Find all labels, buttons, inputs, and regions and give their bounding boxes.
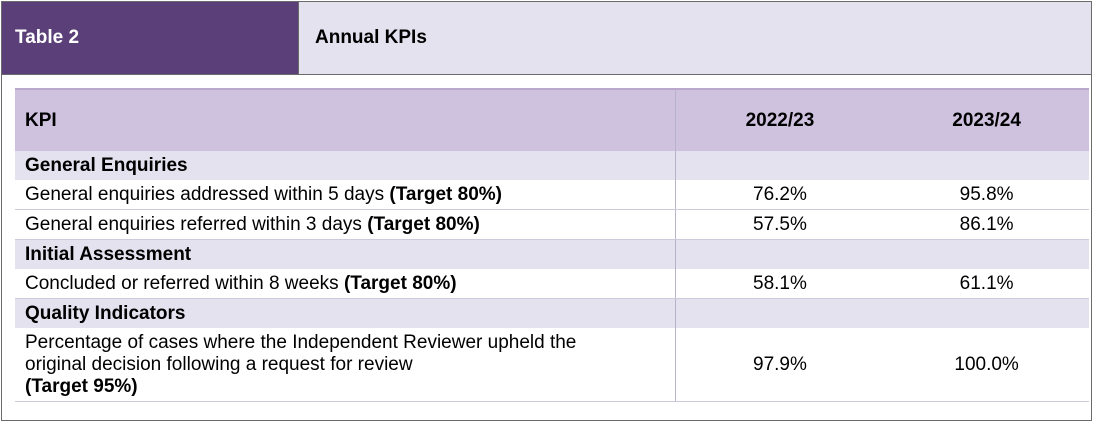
kpi-cell: General enquiries referred within 3 days… xyxy=(15,209,676,240)
value-2022-23: 58.1% xyxy=(674,269,885,299)
table-header-bar: Table 2 Annual KPIs xyxy=(2,2,1091,75)
value-2022-23: 97.9% xyxy=(674,328,885,402)
table-row: General enquiries referred within 3 days… xyxy=(15,209,1089,240)
kpi-table-header-row: KPI 2022/23 2023/24 xyxy=(15,88,1089,151)
section-cell-empty xyxy=(884,239,1089,269)
section-cell-empty xyxy=(884,151,1089,180)
table-title: Annual KPIs xyxy=(299,2,1091,74)
section-row-quality-indicators: Quality Indicators xyxy=(15,298,1089,328)
kpi-target: (Target 80%) xyxy=(367,213,480,235)
kpi-target: (Target 80%) xyxy=(343,272,457,294)
kpi-target: (Target 95%) xyxy=(25,375,138,397)
kpi-cell: Concluded or referred within 8 weeks (Ta… xyxy=(15,269,676,299)
section-cell-empty xyxy=(884,298,1089,328)
section-title: General Enquiries xyxy=(15,151,676,180)
section-row-initial-assessment: Initial Assessment xyxy=(15,239,1089,269)
table-label: Table 2 xyxy=(2,2,299,74)
section-cell-empty xyxy=(674,298,885,328)
value-2022-23: 57.5% xyxy=(674,209,885,240)
kpi-text-line: Percentage of cases where the Independen… xyxy=(25,331,577,353)
section-cell-empty xyxy=(674,151,885,180)
kpi-target: (Target 80%) xyxy=(389,183,503,205)
column-header-2022-23: 2022/23 xyxy=(674,88,885,151)
kpi-cell: General enquiries addressed within 5 day… xyxy=(15,180,676,210)
value-2023-24: 100.0% xyxy=(884,328,1089,402)
kpi-text: General enquiries addressed within 5 day… xyxy=(25,183,390,205)
section-title: Quality Indicators xyxy=(15,298,676,328)
value-2023-24: 61.1% xyxy=(884,269,1089,299)
kpi-cell: Percentage of cases where the Independen… xyxy=(15,328,676,402)
table-row: General enquiries addressed within 5 day… xyxy=(15,180,1089,210)
kpi-text-line: original decision following a request fo… xyxy=(25,353,413,375)
kpi-text: General enquiries referred within 3 days xyxy=(25,213,368,235)
section-title: Initial Assessment xyxy=(15,239,676,269)
section-cell-empty xyxy=(674,239,885,269)
table-row: Percentage of cases where the Independen… xyxy=(15,328,1089,402)
value-2022-23: 76.2% xyxy=(674,180,885,210)
table-row: Concluded or referred within 8 weeks (Ta… xyxy=(15,269,1089,299)
value-2023-24: 95.8% xyxy=(884,180,1089,210)
column-header-2023-24: 2023/24 xyxy=(884,88,1089,151)
kpi-table: KPI 2022/23 2023/24 General Enquiries Ge… xyxy=(15,88,1089,402)
kpi-text: Concluded or referred within 8 weeks xyxy=(25,272,344,294)
value-2023-24: 86.1% xyxy=(884,209,1089,240)
column-header-kpi: KPI xyxy=(15,88,676,151)
section-row-general-enquiries: General Enquiries xyxy=(15,151,1089,180)
